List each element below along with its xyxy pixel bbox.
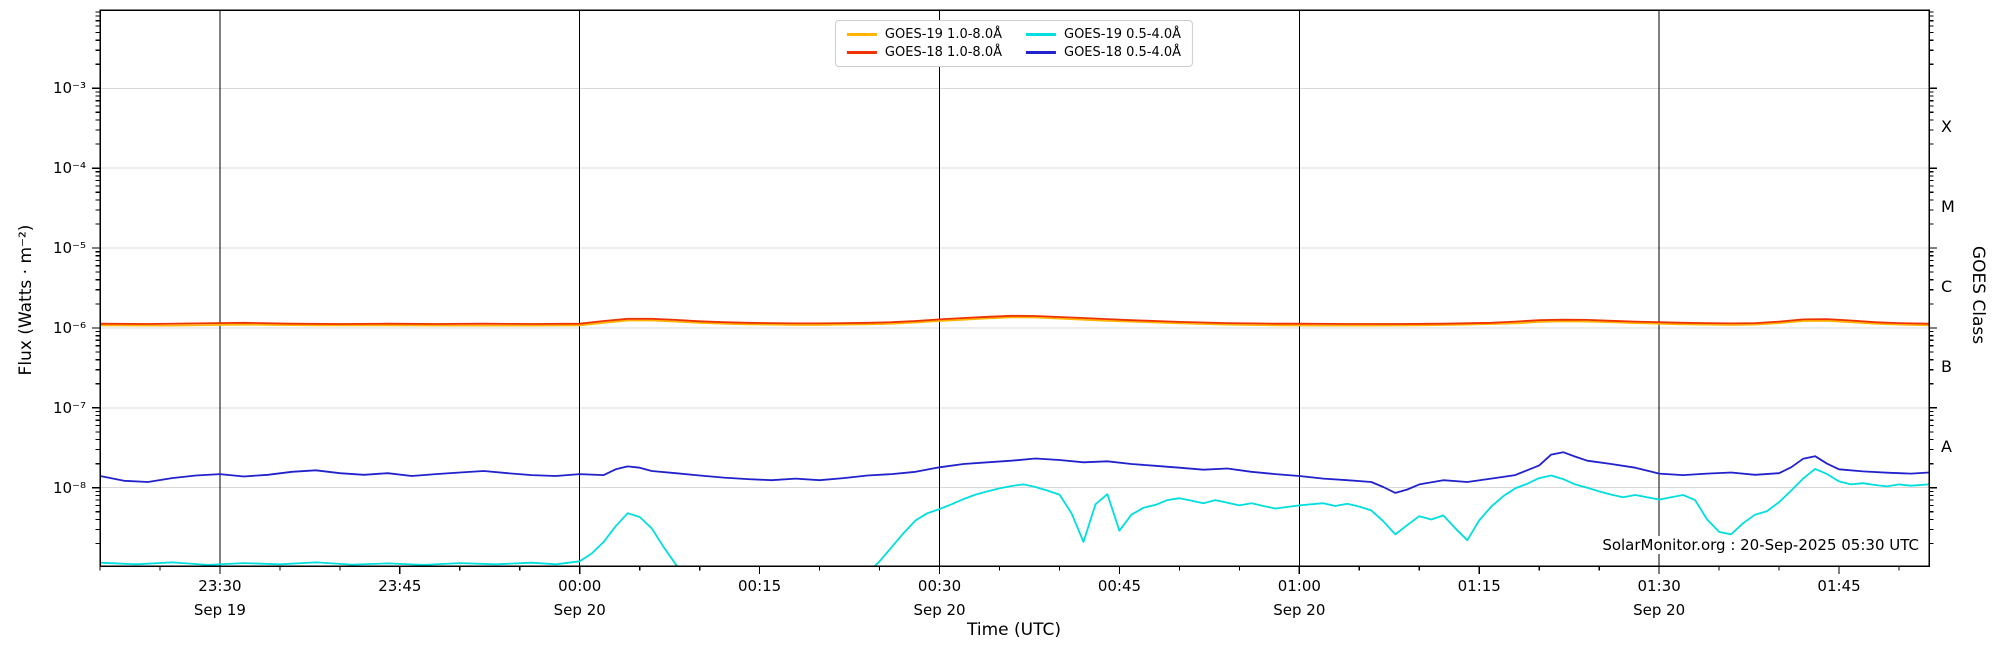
legend: GOES-19 1.0-8.0Å GOES-19 0.5-4.0Å GOES-18 … xyxy=(834,20,1194,67)
legend-item-label: GOES-19 0.5-4.0Å xyxy=(1064,27,1182,42)
goes-class-label: A xyxy=(1941,436,1952,456)
x-tick-label: 23:30 xyxy=(198,577,242,595)
x-tick-label: 01:15 xyxy=(1457,577,1501,595)
legend-item: GOES-18 0.5-4.0Å xyxy=(1026,45,1181,60)
legend-item: GOES-18 1.0-8.0Å xyxy=(846,45,1002,60)
legend-item-label: GOES-18 0.5-4.0Å xyxy=(1064,45,1182,60)
legend-line-swatch xyxy=(846,51,877,54)
x-axis-label: Time (UTC) xyxy=(967,620,1061,640)
x-tick-label: 00:30 xyxy=(917,577,962,595)
legend-item-label: GOES-19 1.0-8.0Å xyxy=(884,27,1002,42)
plot-border xyxy=(99,9,1930,567)
series-line-2 xyxy=(100,467,1929,566)
series-line-0 xyxy=(100,316,1929,327)
x-tick-label: 01:30 xyxy=(1637,577,1681,595)
x-tick-date-label: Sep 20 xyxy=(1273,601,1326,619)
vertical-gridlines xyxy=(219,10,1660,566)
watermark: SolarMonitor.org : 20-Sep-2025 05:30 UTC xyxy=(1599,536,1922,554)
y-tick-label: 10⁻³ xyxy=(52,79,86,98)
right-axis-label: GOES Class xyxy=(1968,245,1988,345)
y-tick-label: 10⁻⁸ xyxy=(52,478,86,497)
y-tick-label: 10⁻⁴ xyxy=(52,159,86,178)
x-tick-label: 01:45 xyxy=(1817,577,1861,595)
x-tick-label: 23:45 xyxy=(378,577,422,595)
series-lines xyxy=(100,314,1929,566)
legend-item: GOES-19 0.5-4.0Å xyxy=(1026,27,1181,42)
series-line-3 xyxy=(100,451,1929,494)
y-tick-label: 10⁻⁶ xyxy=(52,318,86,337)
legend-item: GOES-19 1.0-8.0Å xyxy=(846,27,1002,42)
goes-class-label: C xyxy=(1941,277,1953,296)
x-tick-date-label: Sep 20 xyxy=(1633,601,1686,619)
y-tick-label: 10⁻⁵ xyxy=(52,239,86,258)
legend-line-swatch xyxy=(846,33,877,36)
y-tick-label: 10⁻⁷ xyxy=(52,398,86,417)
legend-line-swatch xyxy=(1026,51,1056,54)
x-tick-date-label: Sep 20 xyxy=(913,601,966,619)
x-tick-date-label: Sep 19 xyxy=(193,601,246,619)
gridlines xyxy=(100,87,1929,489)
goes-class-label: B xyxy=(1941,356,1952,376)
axis-ticks xyxy=(92,11,1937,574)
goes-class-label: X xyxy=(1941,117,1952,137)
x-tick-label: 00:00 xyxy=(558,577,602,595)
series-line-1 xyxy=(100,314,1929,325)
x-tick-label: 01:00 xyxy=(1277,577,1321,595)
x-tick-label: 00:15 xyxy=(738,577,782,595)
legend-line-swatch xyxy=(1026,33,1056,36)
goes-class-label: M xyxy=(1941,197,1955,217)
x-tick-date-label: Sep 20 xyxy=(553,601,606,619)
legend-item-label: GOES-18 1.0-8.0Å xyxy=(884,45,1002,60)
x-tick-label: 00:45 xyxy=(1097,577,1142,595)
